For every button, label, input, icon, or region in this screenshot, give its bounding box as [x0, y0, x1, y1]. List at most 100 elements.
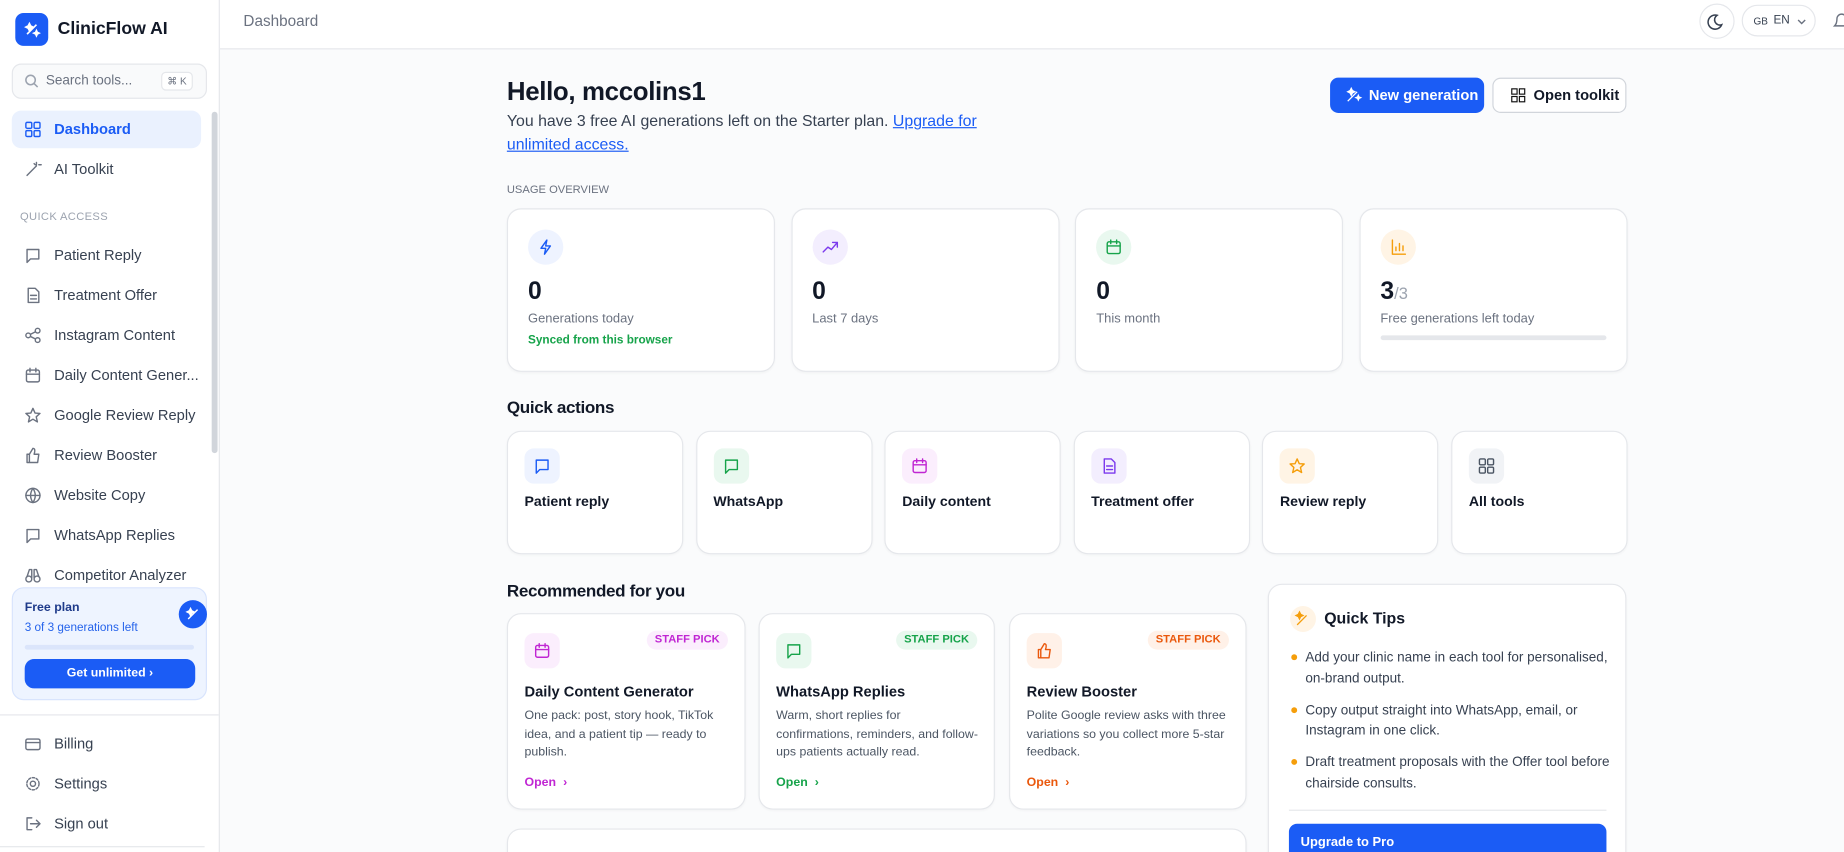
chevron: ›	[814, 775, 819, 790]
icon	[723, 458, 739, 474]
search-box[interactable]: Search tools... ⌘ K	[11, 63, 207, 99]
icon-badge	[902, 448, 938, 484]
tips-title: Quick Tips	[1324, 609, 1406, 628]
icon	[1036, 643, 1052, 659]
scrollbar	[211, 111, 218, 454]
nav-item[interactable]: Google Review Reply	[12, 397, 201, 435]
nav-item[interactable]: Instagram Content	[12, 317, 201, 355]
card-description: Warm, short replies for confirmations, r…	[776, 708, 978, 760]
open-label: Open	[524, 775, 557, 790]
icon-glyph	[912, 458, 928, 474]
icon-glyph	[1037, 643, 1051, 659]
nav-item[interactable]: Dashboard	[11, 110, 202, 149]
open-label: Open	[776, 775, 808, 790]
nav-item[interactable]: Review Booster	[12, 437, 201, 475]
quick-action[interactable]: All tools	[1451, 430, 1628, 555]
icon-glyph	[25, 568, 41, 583]
nav-item[interactable]: Sign out	[12, 805, 201, 843]
icon-glyph	[787, 644, 801, 659]
greeting-title: Hello, mccolins1	[506, 76, 706, 106]
top-bar	[219, 0, 1844, 50]
upgrade-link[interactable]: Upgrade for unlimited access.	[506, 111, 977, 153]
icon-badge	[1096, 229, 1132, 265]
button-label: New generation	[1368, 87, 1479, 104]
icon	[1289, 458, 1306, 474]
icon-glyph	[25, 327, 41, 344]
usage-label: Generations today	[528, 311, 634, 326]
quick-action[interactable]: WhatsApp	[695, 430, 873, 555]
nav-label: Instagram Content	[54, 327, 176, 344]
value: 0	[1096, 277, 1111, 305]
icon-badge	[524, 633, 560, 669]
upgrade-button[interactable]: Upgrade to Pro	[1288, 823, 1607, 852]
theme-toggle[interactable]	[1699, 3, 1735, 39]
icon-glyph	[25, 407, 41, 423]
icon	[912, 458, 928, 474]
quick-action[interactable]: Daily content	[884, 430, 1061, 555]
usage-card: 0 Last 7 days	[790, 208, 1060, 372]
plan-button[interactable]: Get unlimited ›	[24, 659, 196, 689]
open-toolkit-button[interactable]: Open toolkit	[1492, 77, 1627, 113]
nav-item[interactable]: Website Copy	[12, 477, 201, 515]
usage-card: 0 Generations today Synced from this brows…	[506, 208, 775, 372]
plan-subtitle: 3 of 3 generations left	[24, 621, 138, 635]
language-selector[interactable]: GB EN	[1741, 4, 1816, 37]
nav-label: Sign out	[54, 815, 109, 832]
open-label: Open	[1026, 775, 1059, 790]
nav-label: Treatment Offer	[54, 287, 158, 304]
new-generation-button[interactable]: New generation	[1330, 77, 1485, 113]
icon	[25, 487, 41, 504]
icon-badge	[713, 448, 749, 484]
nav-item[interactable]: Settings	[12, 765, 201, 803]
nav-label: Dashboard	[54, 121, 131, 138]
usage-value: 3/3	[1380, 278, 1407, 307]
tip-text: Copy output straight into WhatsApp, emai…	[1305, 703, 1578, 739]
search-placeholder: Search tools...	[45, 74, 133, 89]
chevron: ›	[1065, 775, 1070, 790]
icon-badge	[1026, 633, 1062, 669]
recommended-card: STAFF PICK Daily Content Generator One pac…	[506, 613, 746, 810]
nav-item[interactable]: Competitor Analyzer	[12, 557, 201, 595]
icon-glyph	[724, 459, 738, 474]
icon-glyph	[26, 817, 41, 831]
quick-action[interactable]: Patient reply	[506, 430, 684, 555]
icon-glyph	[540, 239, 552, 255]
nav-item[interactable]: Daily Content Gener...	[12, 357, 201, 395]
nav-item[interactable]: WhatsApp Replies	[12, 517, 201, 555]
quick-action-label: Review reply	[1279, 493, 1367, 510]
icon	[25, 776, 41, 792]
language-flag: GB	[1753, 15, 1768, 28]
notifications[interactable]	[1832, 12, 1844, 31]
open-link[interactable]: Open ›	[776, 776, 819, 791]
nav-item[interactable]: Patient Reply	[12, 237, 201, 275]
section-title: Recommended for you	[506, 582, 685, 602]
open-link[interactable]: Open ›	[1027, 776, 1070, 791]
nav-label: Website Copy	[54, 487, 146, 504]
icon-badge	[776, 633, 812, 669]
value-suffix: /3	[1394, 283, 1408, 303]
icon	[25, 287, 41, 304]
progress-track	[1380, 335, 1607, 341]
nav-label: Daily Content Gener...	[54, 367, 199, 384]
nav-item[interactable]: Treatment Offer	[12, 277, 201, 315]
icon	[25, 447, 41, 464]
open-link[interactable]: Open ›	[525, 776, 568, 791]
usage-value: 0	[1096, 278, 1110, 306]
icon-glyph	[1103, 458, 1116, 474]
icon-glyph	[1289, 458, 1306, 474]
section-label: USAGE OVERVIEW	[506, 183, 610, 197]
icon-glyph	[26, 161, 42, 177]
quick-action[interactable]: Review reply	[1262, 430, 1439, 555]
nav-item[interactable]: Billing	[12, 725, 201, 763]
recommended-card: STAFF PICK Review Booster Polite Google re…	[1009, 613, 1247, 810]
icon-glyph	[26, 248, 40, 264]
nav-item[interactable]: AI Toolkit	[12, 151, 201, 189]
badge: STAFF PICK	[646, 630, 728, 650]
value: 0	[528, 277, 542, 305]
quick-action[interactable]: Treatment offer	[1073, 430, 1250, 555]
icon	[1390, 239, 1406, 255]
usage-label: Last 7 days	[812, 311, 879, 326]
card	[506, 828, 1247, 852]
badge: STAFF PICK	[895, 630, 978, 650]
icon-glyph	[25, 367, 41, 383]
